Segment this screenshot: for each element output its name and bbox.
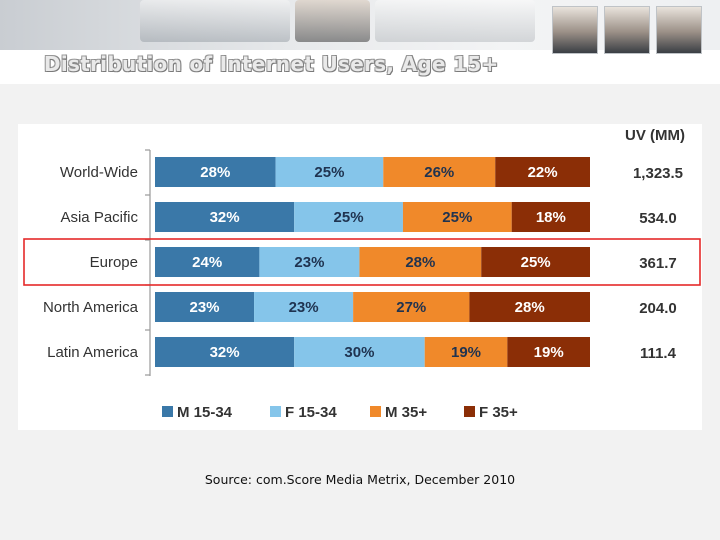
bar-europe-m-35 <box>359 247 482 277</box>
data-label-asia-pacific-f-35: 18% <box>536 209 566 226</box>
bar-asia-pacific-f-35 <box>511 202 590 232</box>
data-label-latin-america-f-15-34: 30% <box>344 344 374 361</box>
data-label-europe-f-35: 25% <box>521 254 551 271</box>
legend-swatch-m-35 <box>370 406 381 417</box>
bar-europe-f-15-34 <box>259 247 360 277</box>
category-label-europe: Europe <box>90 254 138 271</box>
bar-north-america-f-15-34 <box>254 292 354 322</box>
bar-latin-america-m-35 <box>424 337 508 367</box>
bar-world-wide-f-15-34 <box>275 157 384 187</box>
data-label-europe-f-15-34: 23% <box>294 254 324 271</box>
data-label-north-america-m-15-34: 23% <box>190 299 220 316</box>
bar-latin-america-f-35 <box>507 337 590 367</box>
banner-graphic-person <box>295 0 370 42</box>
category-label-latin-america: Latin America <box>47 344 139 361</box>
legend-swatch-f-15-34 <box>270 406 281 417</box>
bar-world-wide-m-15-34 <box>155 157 276 187</box>
data-label-asia-pacific-f-15-34: 25% <box>334 209 364 226</box>
uv-column-header: UV (MM) <box>625 127 685 144</box>
bar-europe-f-35 <box>481 247 590 277</box>
source-citation: Source: com.Score Media Metrix, December… <box>204 472 516 487</box>
slide-title: Distribution of Internet Users, Age 15+ <box>44 52 499 76</box>
bar-asia-pacific-m-35 <box>402 202 512 232</box>
uv-value-asia-pacific: 534.0 <box>639 210 677 227</box>
banner-photo-1 <box>552 6 598 54</box>
legend-swatch-f-35 <box>464 406 475 417</box>
banner-graphic-office <box>375 0 535 42</box>
bar-asia-pacific-m-15-34 <box>155 202 295 232</box>
data-label-world-wide-m-35: 26% <box>424 164 454 181</box>
data-label-latin-america-m-35: 19% <box>451 344 481 361</box>
legend-swatch-m-15-34 <box>162 406 173 417</box>
bar-europe-m-15-34 <box>155 247 260 277</box>
highlight-box-europe <box>23 238 701 286</box>
legend-label-m-15-34: M 15-34 <box>177 404 233 421</box>
header-banner <box>0 0 720 54</box>
uv-value-europe: 361.7 <box>639 255 677 272</box>
bar-latin-america-m-15-34 <box>155 337 295 367</box>
data-label-europe-m-35: 28% <box>405 254 435 271</box>
bar-asia-pacific-f-15-34 <box>294 202 403 232</box>
category-label-asia-pacific: Asia Pacific <box>60 209 138 226</box>
data-label-latin-america-f-35: 19% <box>534 344 564 361</box>
bar-latin-america-f-15-34 <box>294 337 425 367</box>
legend-label-f-15-34: F 15-34 <box>285 404 337 421</box>
legend-label-f-35: F 35+ <box>479 404 518 421</box>
legend-label-m-35: M 35+ <box>385 404 427 421</box>
data-label-asia-pacific-m-15-34: 32% <box>210 209 240 226</box>
bar-north-america-f-35 <box>469 292 590 322</box>
banner-photo-2 <box>604 6 650 54</box>
bar-north-america-m-35 <box>353 292 470 322</box>
data-label-world-wide-f-15-34: 25% <box>314 164 344 181</box>
bar-world-wide-m-35 <box>383 157 496 187</box>
data-label-latin-america-m-15-34: 32% <box>210 344 240 361</box>
category-label-world-wide: World-Wide <box>60 164 138 181</box>
banner-graphic-laptop <box>140 0 290 42</box>
stacked-bar-chart: UV (MM) World-Wide 28% 25% 26% 22% 1,323.5 Asia… <box>23 127 701 421</box>
data-label-europe-m-15-34: 24% <box>192 254 222 271</box>
uv-value-latin-america: 111.4 <box>640 345 677 362</box>
category-label-north-america: North America <box>43 299 139 316</box>
uv-value-world-wide: 1,323.5 <box>633 165 683 182</box>
data-label-north-america-f-15-34: 23% <box>289 299 319 316</box>
bar-world-wide-f-35 <box>495 157 590 187</box>
data-label-asia-pacific-m-35: 25% <box>442 209 472 226</box>
banner-photo-3 <box>656 6 702 54</box>
bar-north-america-m-15-34 <box>155 292 255 322</box>
chart-panel: UV (MM) World-Wide 28% 25% 26% 22% 1,323.5 Asia… <box>18 124 702 430</box>
data-label-north-america-f-35: 28% <box>515 299 545 316</box>
uv-value-north-america: 204.0 <box>639 300 677 317</box>
data-label-world-wide-m-15-34: 28% <box>200 164 230 181</box>
data-label-north-america-m-35: 27% <box>396 299 426 316</box>
data-label-world-wide-f-35: 22% <box>528 164 558 181</box>
